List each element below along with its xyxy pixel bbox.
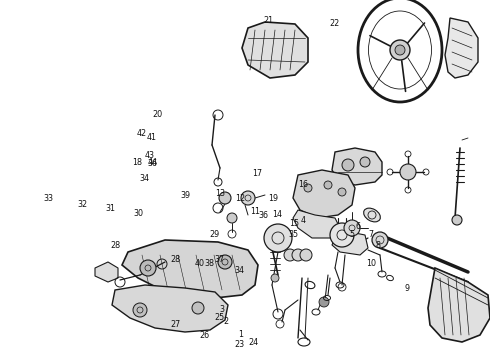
Text: 15: 15 [289, 220, 299, 229]
Circle shape [360, 157, 370, 167]
Polygon shape [445, 18, 478, 78]
Polygon shape [95, 262, 118, 282]
Text: 10: 10 [367, 259, 376, 268]
Polygon shape [332, 148, 382, 185]
Text: 8: 8 [376, 241, 381, 250]
Text: 12: 12 [235, 194, 245, 203]
Text: 38: 38 [205, 259, 215, 268]
Text: 33: 33 [43, 194, 53, 203]
Circle shape [319, 297, 329, 307]
Text: 13: 13 [216, 189, 225, 198]
Ellipse shape [364, 208, 380, 222]
Circle shape [227, 213, 237, 223]
Text: 28: 28 [171, 256, 180, 264]
Circle shape [133, 303, 147, 317]
Text: 5: 5 [349, 230, 354, 239]
Text: 29: 29 [210, 230, 220, 239]
Polygon shape [242, 22, 308, 78]
Text: 11: 11 [250, 207, 260, 216]
Text: 17: 17 [252, 169, 262, 178]
Text: 20: 20 [153, 110, 163, 119]
Polygon shape [122, 240, 258, 298]
Circle shape [452, 215, 462, 225]
Text: 41: 41 [147, 133, 157, 142]
Polygon shape [428, 268, 490, 342]
Circle shape [271, 274, 279, 282]
Text: 34: 34 [234, 266, 244, 275]
Circle shape [140, 260, 156, 276]
Circle shape [390, 40, 410, 60]
Text: 23: 23 [234, 341, 244, 349]
Circle shape [344, 220, 360, 236]
Text: 7: 7 [369, 230, 374, 239]
Text: 31: 31 [105, 204, 115, 212]
Text: 44: 44 [148, 158, 158, 167]
Circle shape [292, 249, 304, 261]
Circle shape [330, 223, 354, 247]
Text: 21: 21 [264, 17, 273, 26]
Circle shape [395, 45, 405, 55]
Text: 36: 36 [148, 159, 158, 168]
Polygon shape [112, 285, 228, 332]
Circle shape [192, 302, 204, 314]
Text: 14: 14 [272, 210, 282, 219]
Text: 4: 4 [300, 216, 305, 225]
Text: 43: 43 [145, 151, 154, 160]
Text: 18: 18 [132, 158, 142, 167]
Text: 42: 42 [137, 130, 147, 139]
Circle shape [342, 159, 354, 171]
Circle shape [372, 232, 388, 248]
Circle shape [300, 249, 312, 261]
Text: 3: 3 [219, 305, 224, 314]
Text: 2: 2 [224, 317, 229, 325]
Polygon shape [293, 210, 340, 238]
Text: 27: 27 [171, 320, 180, 329]
Circle shape [324, 181, 332, 189]
Circle shape [304, 184, 312, 192]
Circle shape [338, 188, 346, 196]
Text: 30: 30 [133, 209, 143, 218]
Text: 6: 6 [355, 222, 360, 231]
Text: 32: 32 [77, 200, 87, 209]
Text: 28: 28 [110, 241, 120, 250]
Circle shape [264, 224, 292, 252]
Text: 40: 40 [195, 259, 205, 268]
Circle shape [400, 164, 416, 180]
Text: 9: 9 [404, 284, 409, 293]
Text: 34: 34 [140, 174, 149, 183]
Text: 1: 1 [239, 330, 244, 339]
Circle shape [218, 255, 232, 269]
Text: 26: 26 [200, 331, 210, 340]
Circle shape [219, 192, 231, 204]
Text: 37: 37 [215, 256, 224, 264]
Text: 35: 35 [288, 230, 298, 239]
Circle shape [284, 249, 296, 261]
Text: 19: 19 [269, 194, 278, 203]
Text: 36: 36 [259, 211, 269, 220]
Text: 22: 22 [329, 19, 339, 28]
Text: 39: 39 [180, 191, 190, 199]
Text: 24: 24 [249, 338, 259, 347]
Circle shape [241, 191, 255, 205]
Text: 16: 16 [298, 180, 308, 189]
Polygon shape [332, 232, 368, 255]
Text: 25: 25 [215, 313, 224, 322]
Polygon shape [293, 170, 355, 218]
